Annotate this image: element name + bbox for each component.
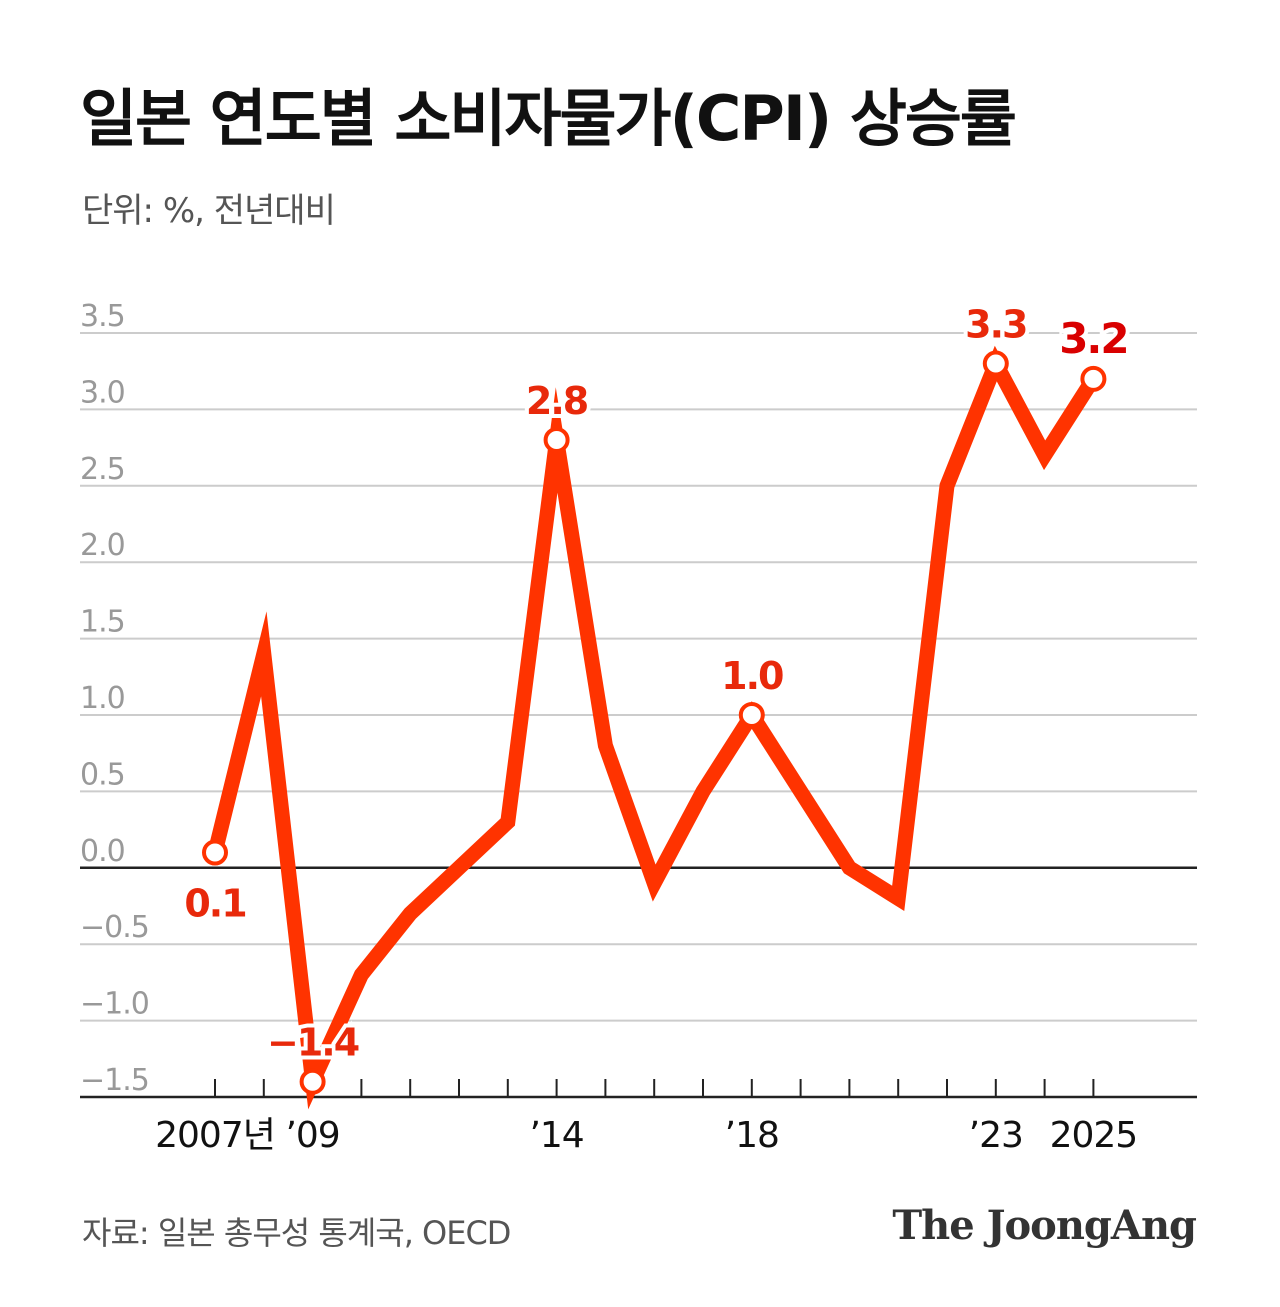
cpi-series <box>207 345 1100 1110</box>
y-tick-label: 0.0 <box>80 834 125 869</box>
y-tick-label: 1.5 <box>80 605 125 640</box>
highlight-markers <box>202 350 1107 1095</box>
y-tick-label: −1.0 <box>80 987 149 1022</box>
data-point-marker <box>543 426 570 453</box>
data-label: −1.4 <box>267 1021 359 1065</box>
source-note: 자료: 일본 총무성 통계국, OECD <box>82 1214 511 1252</box>
x-tick-label: ’14 <box>529 1115 583 1156</box>
data-labels: 0.1 −1.4 2.8 1.0 3.3 3.2 <box>180 299 1133 1069</box>
chart-title: 일본 연도별 소비자물가(CPI) 상승률 <box>80 82 1017 155</box>
x-axis <box>80 866 1197 1099</box>
y-tick-label: 0.5 <box>80 757 125 792</box>
chart-unit-subtitle: 단위: %, 전년대비 <box>82 191 336 231</box>
y-axis-tick-labels: 3.5 3.0 2.5 2.0 1.5 1.0 0.5 0.0 −0.5 −1.0 −1.5 <box>80 299 150 1098</box>
x-tick-label: 2025 <box>1050 1115 1138 1156</box>
cpi-line <box>207 345 1100 1110</box>
y-tick-label: −1.5 <box>80 1063 149 1098</box>
y-tick-label: 2.0 <box>80 528 125 563</box>
y-tick-label: 3.5 <box>80 299 125 334</box>
data-label: 3.2 <box>1059 314 1127 363</box>
data-label: 2.8 <box>526 379 588 423</box>
publisher-logo: The JoongAng <box>892 1202 1197 1249</box>
x-tick-label: ’09 <box>285 1115 339 1156</box>
data-point-marker <box>738 702 765 728</box>
data-label: 1.0 <box>721 654 783 698</box>
data-label: 0.1 <box>184 882 245 926</box>
y-tick-label: 3.0 <box>80 375 125 410</box>
x-tick-label: 2007년 <box>155 1115 275 1156</box>
data-label: 3.3 <box>965 303 1026 347</box>
y-tick-label: 2.5 <box>80 452 125 487</box>
data-point-marker <box>202 839 228 866</box>
x-axis-tick-labels: 2007년 ’09 ’14 ’18 ’23 2025 <box>155 1115 1138 1156</box>
data-point-marker <box>299 1068 326 1095</box>
y-tick-label: 1.0 <box>80 681 125 716</box>
y-tick-label: −0.5 <box>80 910 149 945</box>
x-tick-label: ’18 <box>725 1115 779 1156</box>
x-tick-label: ’23 <box>969 1115 1023 1156</box>
data-point-marker <box>982 350 1009 377</box>
data-point-marker <box>1080 365 1107 392</box>
